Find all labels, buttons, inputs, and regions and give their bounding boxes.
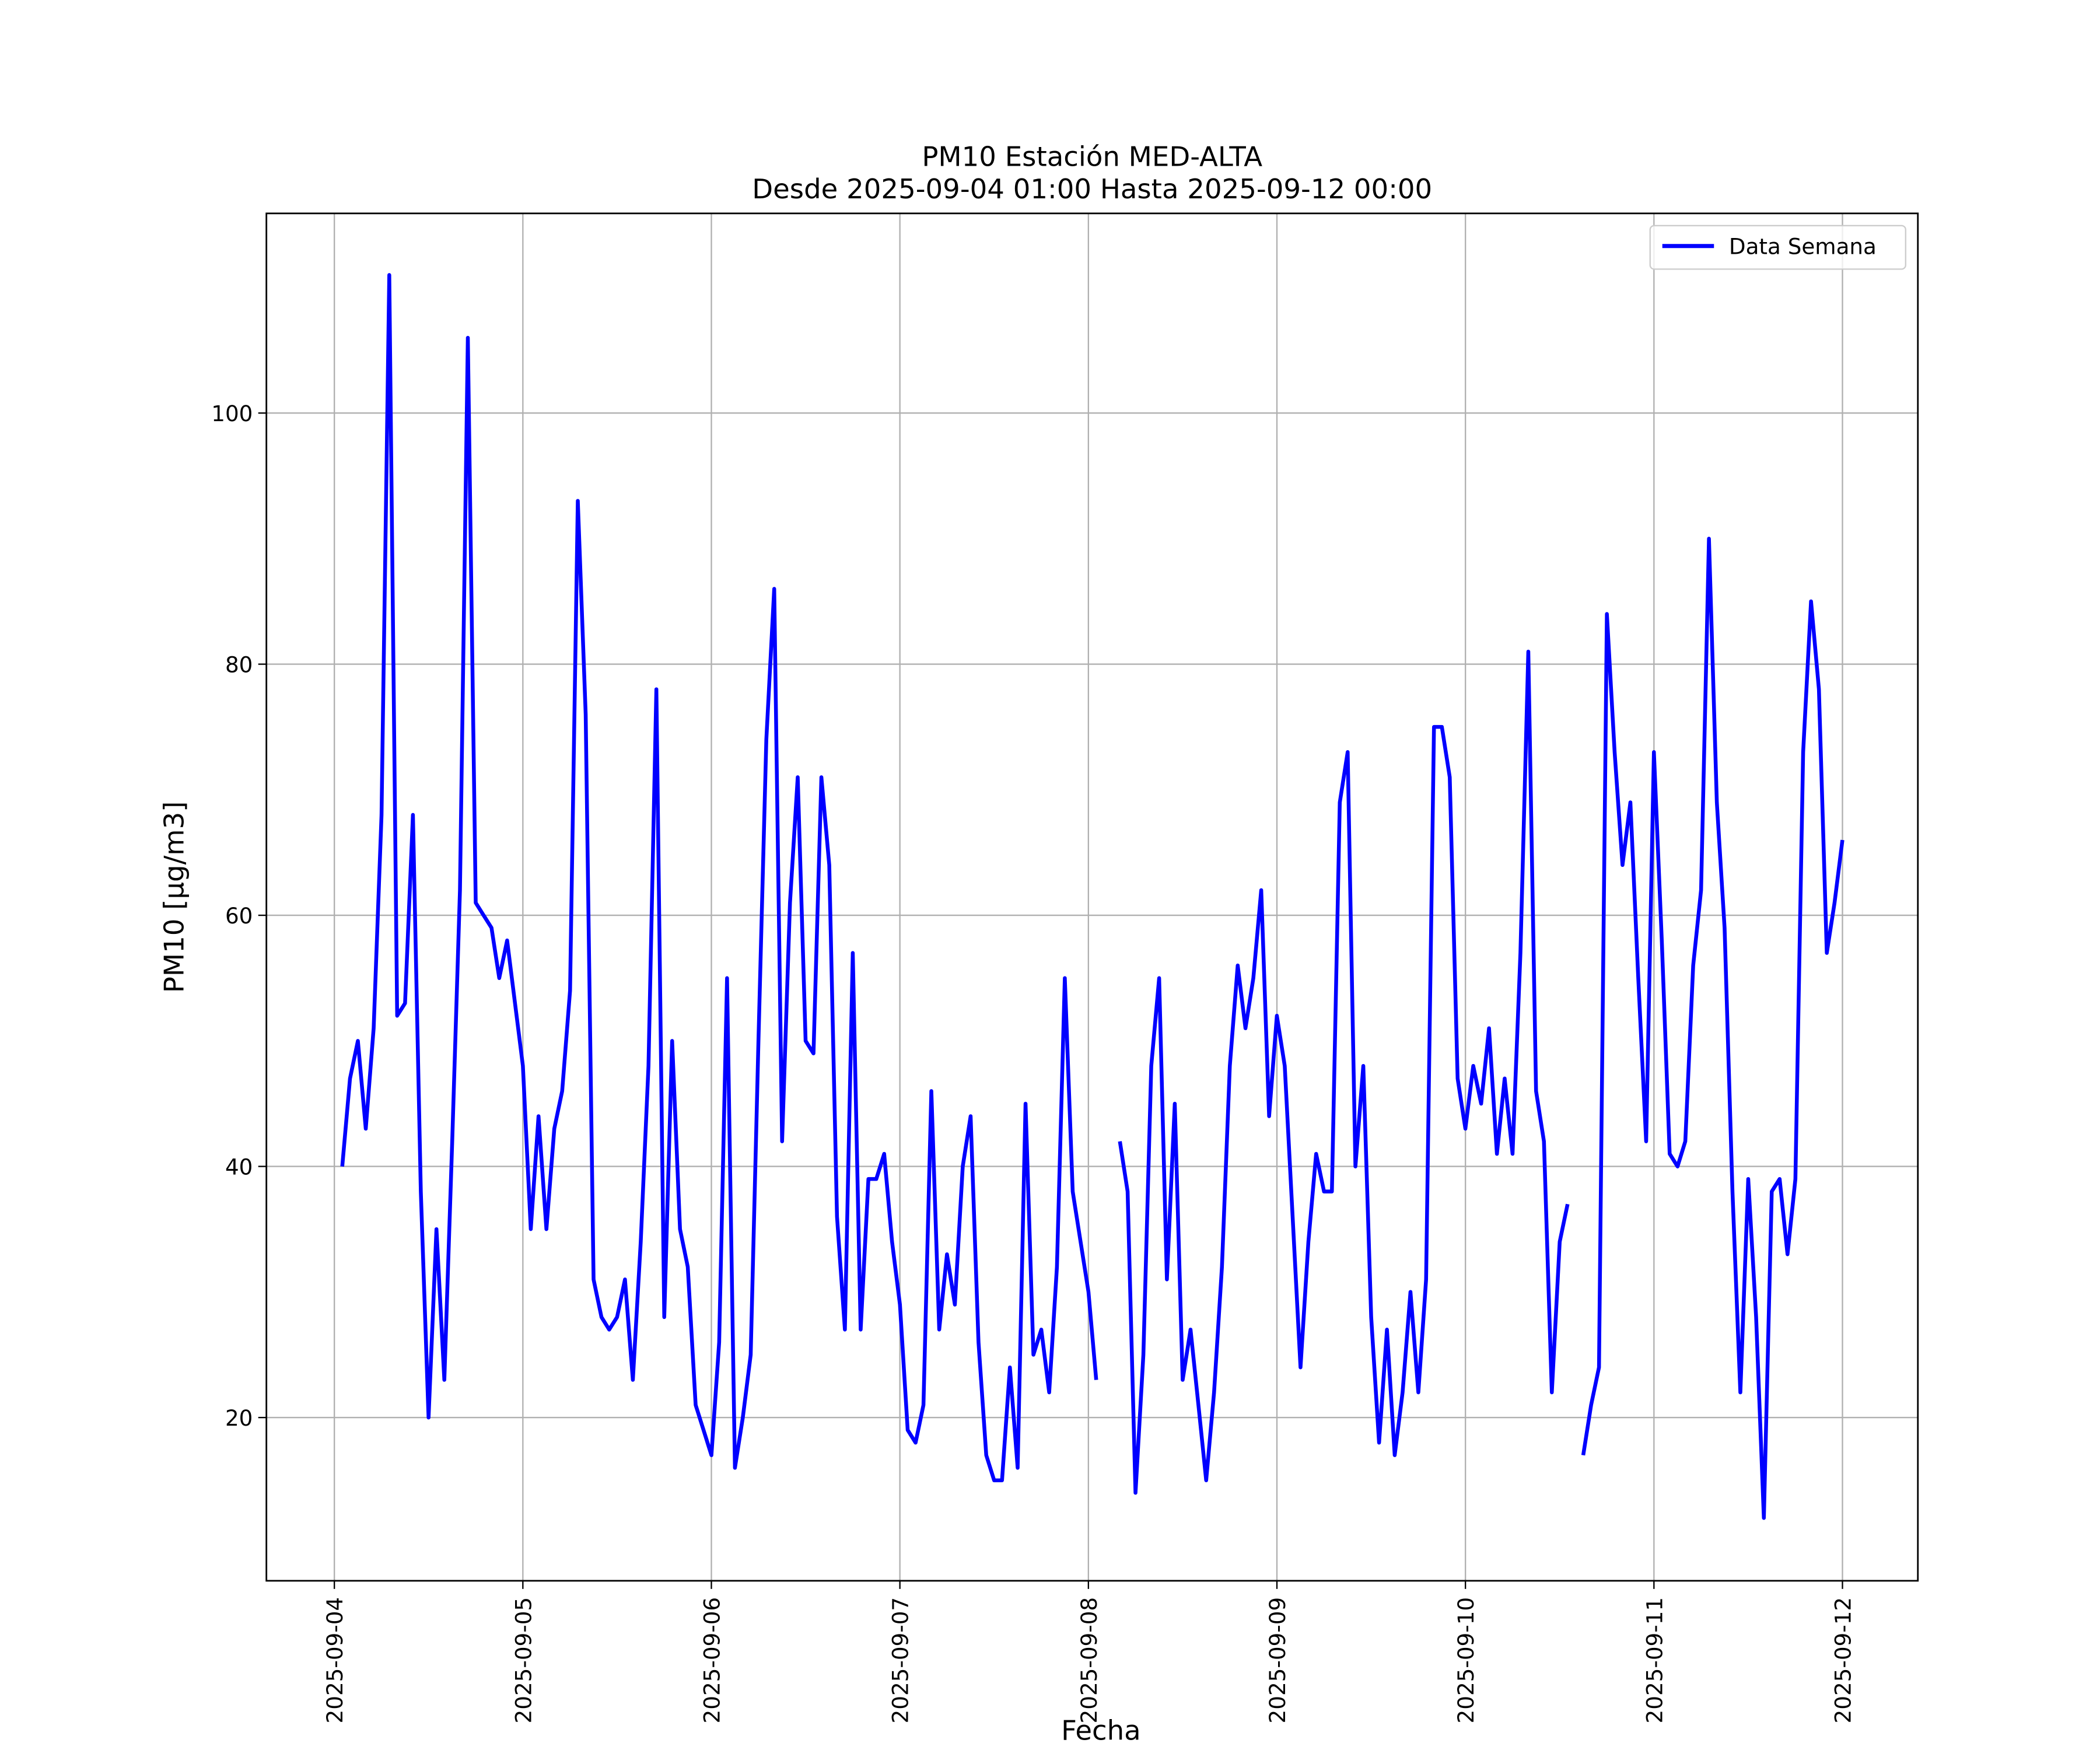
chart-title: PM10 Estación MED-ALTA xyxy=(922,141,1262,172)
y-axis-label: PM10 [μg/m3] xyxy=(159,802,190,993)
y-tick-label: 40 xyxy=(225,1154,253,1180)
x-tick-label: 2025-09-11 xyxy=(1642,1597,1667,1724)
x-axis-ticks: 2025-09-04 2025-09-05 2025-09-06 2025-09-07… xyxy=(322,1580,1856,1724)
series-line-data-semana xyxy=(1581,537,1845,1520)
y-axis-ticks: 20 40 60 80 100 xyxy=(211,401,267,1431)
x-tick-label: 2025-09-06 xyxy=(699,1597,724,1724)
x-tick-label: 2025-09-05 xyxy=(510,1597,536,1724)
legend-box xyxy=(1649,225,1906,270)
series-line-data-semana xyxy=(1118,649,1570,1495)
x-tick-label: 2025-09-08 xyxy=(1076,1597,1102,1724)
y-tick-label: 60 xyxy=(225,903,253,929)
x-tick-label: 2025-09-12 xyxy=(1830,1597,1856,1724)
series-line-data-semana xyxy=(340,273,1098,1482)
chart-subtitle: Desde 2025-09-04 01:00 Hasta 2025-09-12 … xyxy=(752,173,1432,205)
legend: Data Semana xyxy=(1649,225,1906,270)
x-tick-label: 2025-09-04 xyxy=(322,1597,348,1724)
y-tick-label: 100 xyxy=(211,401,253,426)
axes-frame xyxy=(265,212,1919,1582)
x-axis-label: Fecha xyxy=(1061,1715,1141,1746)
grid-lines xyxy=(266,213,1918,1581)
series-layer xyxy=(340,273,1845,1520)
legend-label: Data Semana xyxy=(1729,234,1877,260)
y-tick-label: 80 xyxy=(225,652,253,678)
y-tick-label: 20 xyxy=(225,1405,253,1431)
x-tick-label: 2025-09-07 xyxy=(888,1597,914,1724)
x-tick-label: 2025-09-09 xyxy=(1265,1597,1290,1724)
x-tick-label: 2025-09-10 xyxy=(1453,1597,1479,1724)
